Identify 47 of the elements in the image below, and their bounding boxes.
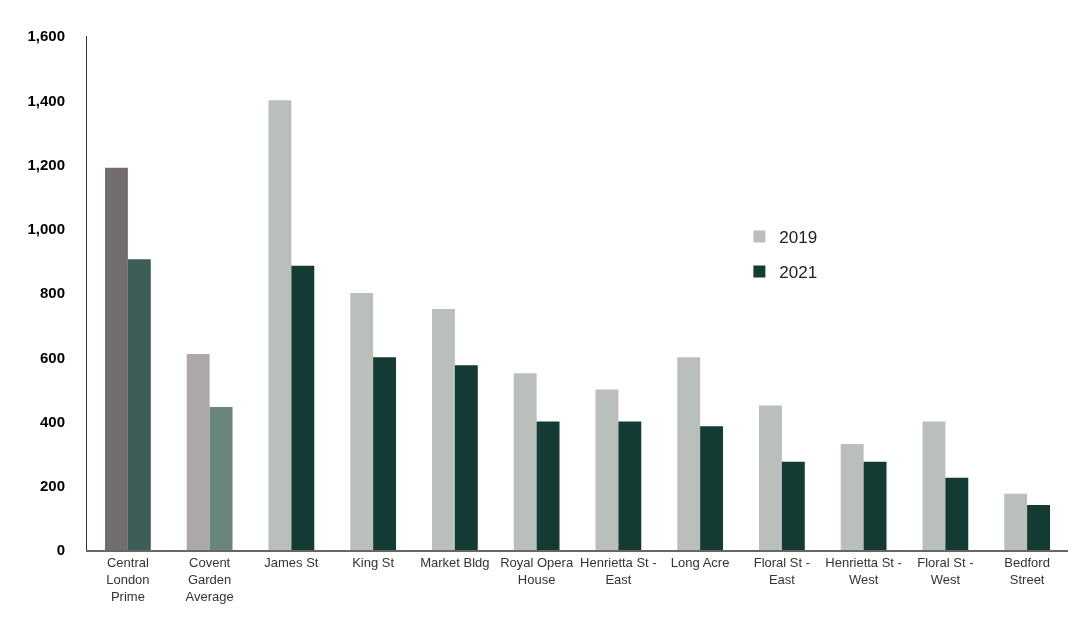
y-tick-label: 1,400 [27, 91, 65, 109]
bar [536, 421, 560, 550]
bar [373, 357, 397, 550]
y-tick-label: 400 [39, 412, 65, 430]
bar [945, 477, 969, 550]
bar [781, 461, 805, 550]
bar [186, 354, 210, 550]
bar [454, 365, 478, 550]
bar [863, 461, 887, 550]
y-tick-label: 200 [39, 477, 65, 494]
bar [209, 407, 233, 550]
bar [1004, 493, 1028, 550]
bar [268, 100, 292, 550]
x-tick-label: Long Acre [670, 555, 730, 571]
bar [513, 373, 537, 550]
bar [618, 421, 642, 550]
x-tick-label: Bedford Street [1004, 555, 1050, 588]
bar [700, 426, 724, 550]
y-tick-label: 1,000 [27, 220, 65, 237]
x-tick-label: Central London Prime [106, 555, 150, 605]
bar [758, 405, 782, 550]
bar [350, 293, 374, 550]
y-tick-label: 600 [39, 348, 65, 366]
bar [677, 357, 701, 550]
y-tick-label: 1,200 [27, 155, 65, 173]
x-tick-label: Henrietta St - West [825, 555, 902, 588]
legend-label: 2019 [779, 228, 818, 248]
x-tick-label: Floral St - East [753, 555, 811, 588]
bar [104, 167, 128, 550]
legend-label: 2021 [779, 263, 818, 283]
x-tick-label: James St [264, 555, 319, 571]
x-tick-label: Floral St - West [917, 555, 974, 588]
x-tick-label: Royal Opera House [500, 555, 574, 588]
y-tick-label: 1,600 [27, 27, 65, 45]
x-tick-label: Market Bldg [420, 555, 490, 571]
y-tick-label: 0 [56, 541, 65, 559]
bar [1027, 505, 1051, 550]
x-tick-label: King St [352, 555, 395, 571]
bar [127, 259, 151, 550]
bar [431, 309, 455, 550]
x-tick-label: Henrietta St - East [580, 555, 657, 588]
y-tick-label: 800 [39, 284, 65, 302]
bar [922, 421, 946, 550]
bar [840, 443, 864, 550]
bar [291, 265, 315, 550]
bar [595, 389, 619, 550]
x-tick-label: Covent Garden Average [185, 555, 234, 605]
